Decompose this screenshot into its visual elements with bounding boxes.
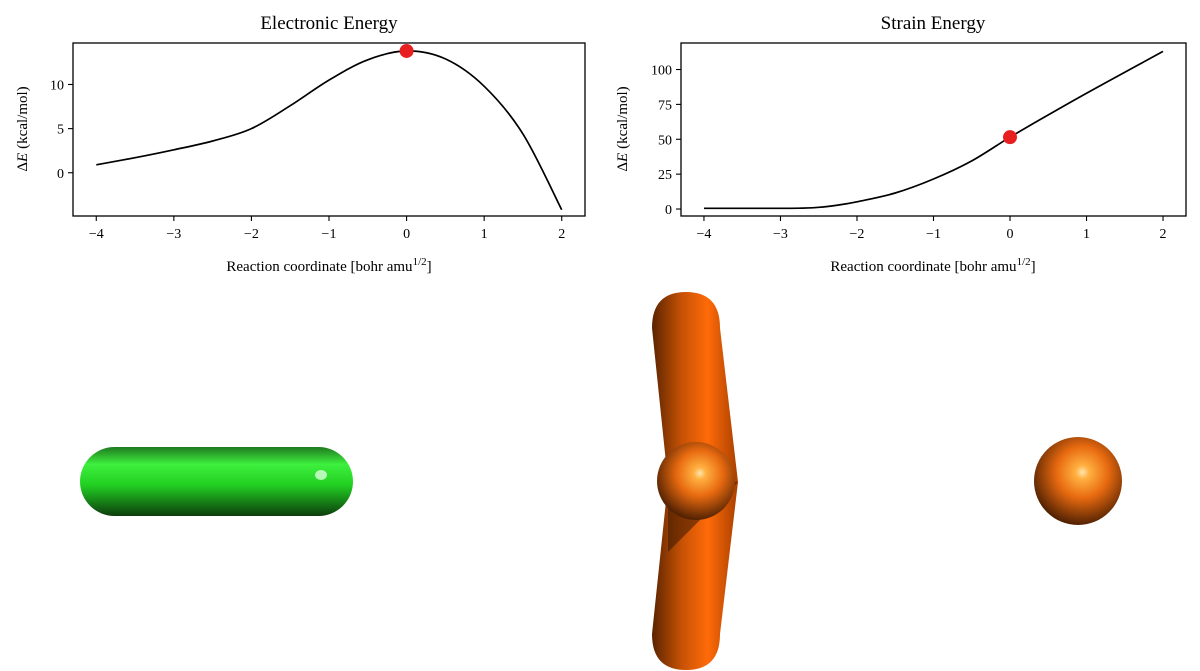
energy-curve xyxy=(96,50,563,211)
x-tick-label: −1 xyxy=(926,227,941,242)
x-axis-label-close: ] xyxy=(1031,259,1036,275)
strain-curve xyxy=(704,50,1164,210)
green-rod-body xyxy=(80,447,353,516)
x-ticks: −4 −3 −2 −1 0 1 2 xyxy=(697,216,1167,242)
y-axis-label-units: (kcal/mol) xyxy=(615,86,631,148)
x-tick-label: 2 xyxy=(1160,227,1167,242)
chart-title: Electronic Energy xyxy=(260,13,398,34)
y-axis-label-units: (kcal/mol) xyxy=(15,86,31,148)
upper-bond xyxy=(652,292,738,482)
x-axis-label-sup: 1/2 xyxy=(413,256,427,268)
x-tick-label: −3 xyxy=(166,227,181,242)
x-tick-label: −2 xyxy=(244,227,259,242)
x-tick-label: 0 xyxy=(403,227,410,242)
y-axis-label: ΔE (kcal/mol) xyxy=(615,86,631,171)
x-tick-label: −1 xyxy=(322,227,337,242)
x-axis-label-close: ] xyxy=(427,259,432,275)
y-axis-label-delta: Δ xyxy=(15,162,31,172)
y-axis-label-delta: Δ xyxy=(615,162,631,172)
x-tick-label: 1 xyxy=(481,227,488,242)
current-point-marker xyxy=(399,43,414,58)
y-ticks: 0 5 10 xyxy=(50,78,73,182)
x-tick-label: −2 xyxy=(850,227,865,242)
x-axis-label-sup: 1/2 xyxy=(1017,256,1031,268)
x-tick-label: 1 xyxy=(1083,227,1090,242)
green-rod-highlight xyxy=(315,470,327,480)
chart-title: Strain Energy xyxy=(881,13,986,34)
x-tick-label: −3 xyxy=(773,227,788,242)
y-tick-label: 25 xyxy=(658,168,672,183)
y-tick-label: 75 xyxy=(658,98,672,113)
y-axis-label-symbol: E xyxy=(615,153,631,163)
y-tick-label: 0 xyxy=(57,167,64,182)
y-axis-label: ΔE (kcal/mol) xyxy=(15,86,31,171)
x-ticks: −4 −3 −2 −1 0 1 2 xyxy=(89,216,565,242)
single-atom-sphere xyxy=(1034,437,1122,525)
orange-bent-molecule xyxy=(652,292,738,670)
x-axis-label-text: Reaction coordinate [bohr amu xyxy=(226,259,413,275)
x-tick-label: −4 xyxy=(89,227,104,242)
strain-energy-chart: Strain Energy −4 −3 −2 −1 0 1 2 0 25 50 75 100 Rea… xyxy=(615,13,1187,275)
plot-frame xyxy=(72,42,586,217)
current-point-marker xyxy=(1003,130,1018,145)
x-tick-label: 2 xyxy=(558,227,565,242)
plot-frame xyxy=(680,42,1187,217)
y-tick-label: 5 xyxy=(57,123,64,138)
electronic-energy-chart: Electronic Energy −4 −3 −2 −1 0 1 2 0 5 10 React… xyxy=(15,13,586,275)
y-tick-label: 100 xyxy=(651,64,672,79)
x-axis-label: Reaction coordinate [bohr amu1/2] xyxy=(830,256,1035,275)
x-axis-label: Reaction coordinate [bohr amu1/2] xyxy=(226,256,431,275)
orange-single-atom xyxy=(1034,437,1122,525)
y-tick-label: 50 xyxy=(658,133,672,148)
x-tick-label: −4 xyxy=(697,227,712,242)
x-tick-label: 0 xyxy=(1007,227,1014,242)
y-ticks: 0 25 50 75 100 xyxy=(651,64,681,218)
green-rod-molecule xyxy=(80,447,353,516)
x-axis-label-text: Reaction coordinate [bohr amu xyxy=(830,259,1017,275)
central-atom xyxy=(657,442,735,520)
y-axis-label-symbol: E xyxy=(15,153,31,163)
y-tick-label: 10 xyxy=(50,78,64,93)
y-tick-label: 0 xyxy=(665,203,672,218)
